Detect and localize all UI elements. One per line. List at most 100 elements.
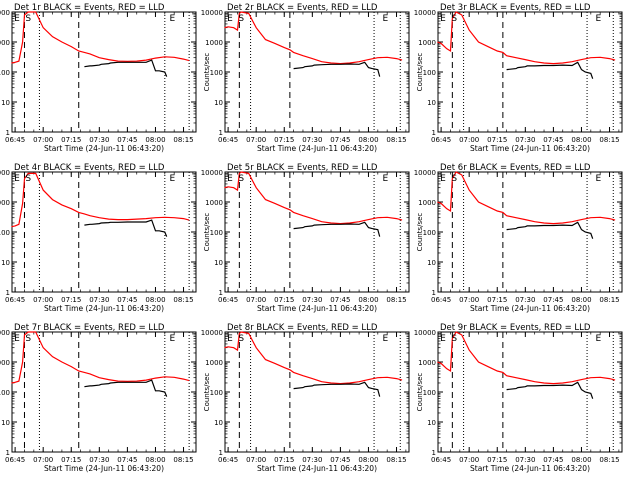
event-marker-label: E: [169, 14, 175, 24]
y-tick-label: 1: [432, 449, 436, 457]
event-marker-label: E: [595, 334, 601, 344]
y-axis-label: Counts/sec: [203, 53, 211, 92]
event-marker-label: E: [440, 14, 446, 24]
y-tick-label: 1000: [205, 199, 223, 207]
event-marker-label: E: [14, 334, 20, 344]
event-marker-label: E: [227, 14, 233, 24]
lld-series-line: [11, 331, 190, 384]
y-tick-label: 1000: [0, 39, 10, 47]
x-tick-label: 07:45: [117, 456, 137, 464]
lld-series-line: [437, 331, 616, 385]
x-tick-label: 08:00: [145, 136, 165, 144]
event-marker-label: S: [238, 174, 244, 184]
plot-frame: [224, 171, 410, 293]
event-marker-label: E: [382, 14, 388, 24]
x-tick-label: 06:45: [431, 136, 451, 144]
detector-panel: Det 4r BLACK = Events, RED = LLD 1 10 100 10…: [0, 163, 197, 313]
event-marker-label: S: [25, 334, 31, 344]
y-tick-label: 100: [423, 229, 436, 237]
y-tick-label: 10: [1, 419, 10, 427]
event-marker-label: S: [25, 174, 31, 184]
y-tick-label: 100: [0, 389, 10, 397]
x-tick-label: 07:00: [33, 136, 53, 144]
event-marker-label: E: [169, 174, 175, 184]
y-tick-label: 1000: [418, 359, 436, 367]
x-tick-label: 08:15: [173, 456, 193, 464]
x-tick-label: 07:45: [117, 136, 137, 144]
detector-panel: Det 8r BLACK = Events, RED = LLD 1 10 100 10…: [201, 323, 410, 473]
detector-panel: Det 9r BLACK = Events, RED = LLD 1 10 100 10…: [414, 323, 623, 473]
chart-title: Det 9r BLACK = Events, RED = LLD: [440, 323, 591, 333]
x-tick-label: 06:45: [5, 296, 25, 304]
events-series-line: [84, 379, 168, 397]
y-tick-label: 10000: [201, 169, 223, 177]
x-tick-label: 07:00: [33, 296, 53, 304]
x-tick-label: 07:15: [274, 296, 294, 304]
x-tick-label: 07:15: [487, 136, 507, 144]
event-marker-label: S: [238, 14, 244, 24]
event-marker-label: E: [595, 174, 601, 184]
detector-panel: Det 7r BLACK = Events, RED = LLD 1 10 100 10…: [0, 323, 197, 473]
y-tick-label: 10: [214, 419, 223, 427]
x-tick-label: 08:00: [358, 296, 378, 304]
event-marker-label: S: [451, 14, 457, 24]
y-tick-label: 10: [1, 259, 10, 267]
x-tick-label: 07:30: [302, 296, 322, 304]
lld-series-line: [224, 11, 403, 65]
x-axis-label: Start Time (24-Jun-11 06:43:20): [470, 464, 590, 473]
y-tick-label: 1000: [205, 359, 223, 367]
y-axis-label: Counts/sec: [416, 53, 424, 92]
x-tick-label: 07:30: [515, 296, 535, 304]
x-tick-label: 07:30: [515, 456, 535, 464]
chart-title: Det 6r BLACK = Events, RED = LLD: [440, 163, 591, 173]
x-tick-label: 08:15: [599, 136, 619, 144]
x-axis-label: Start Time (24-Jun-11 06:43:20): [44, 144, 164, 153]
event-marker-label: S: [25, 14, 31, 24]
y-tick-label: 1000: [0, 359, 10, 367]
x-tick-label: 08:00: [571, 456, 591, 464]
x-tick-label: 07:15: [61, 456, 81, 464]
x-tick-label: 07:30: [89, 136, 109, 144]
x-tick-label: 08:00: [358, 456, 378, 464]
x-tick-label: 08:15: [173, 136, 193, 144]
chart-title: Det 2r BLACK = Events, RED = LLD: [227, 3, 378, 13]
lld-series-line: [11, 11, 190, 64]
y-tick-label: 1: [6, 449, 10, 457]
chart-title: Det 8r BLACK = Events, RED = LLD: [227, 323, 378, 333]
y-axis-label: Counts/sec: [203, 213, 211, 252]
y-tick-label: 10000: [0, 329, 10, 337]
lld-series-line: [437, 11, 616, 65]
event-marker-label: E: [595, 14, 601, 24]
event-marker-label: E: [440, 174, 446, 184]
x-tick-label: 07:45: [543, 296, 563, 304]
x-tick-label: 07:00: [246, 456, 266, 464]
x-axis-label: Start Time (24-Jun-11 06:43:20): [470, 144, 590, 153]
event-marker-label: S: [238, 334, 244, 344]
x-tick-label: 07:45: [330, 136, 350, 144]
x-axis-label: Start Time (24-Jun-11 06:43:20): [44, 304, 164, 313]
x-tick-label: 08:00: [358, 136, 378, 144]
y-tick-label: 10000: [201, 329, 223, 337]
y-tick-label: 10000: [414, 9, 436, 17]
x-tick-label: 07:30: [89, 296, 109, 304]
y-tick-label: 10000: [414, 169, 436, 177]
event-marker-label: E: [227, 334, 233, 344]
y-axis-label: Counts/sec: [416, 213, 424, 252]
x-tick-label: 06:45: [218, 456, 238, 464]
y-tick-label: 100: [0, 69, 10, 77]
x-tick-label: 08:15: [599, 296, 619, 304]
event-marker-label: E: [14, 14, 20, 24]
y-tick-label: 100: [210, 229, 223, 237]
x-tick-label: 08:15: [599, 456, 619, 464]
x-tick-label: 07:15: [61, 136, 81, 144]
y-tick-label: 1: [219, 129, 223, 137]
x-tick-label: 07:45: [330, 296, 350, 304]
events-series-line: [506, 381, 594, 399]
y-tick-label: 100: [423, 389, 436, 397]
y-tick-label: 10: [427, 419, 436, 427]
x-tick-label: 07:15: [274, 136, 294, 144]
plot-frame: [437, 171, 623, 293]
chart-title: Det 5r BLACK = Events, RED = LLD: [227, 163, 378, 173]
y-tick-label: 1000: [418, 39, 436, 47]
